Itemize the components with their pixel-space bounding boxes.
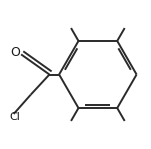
Text: O: O	[11, 46, 20, 59]
Text: Cl: Cl	[9, 112, 20, 122]
